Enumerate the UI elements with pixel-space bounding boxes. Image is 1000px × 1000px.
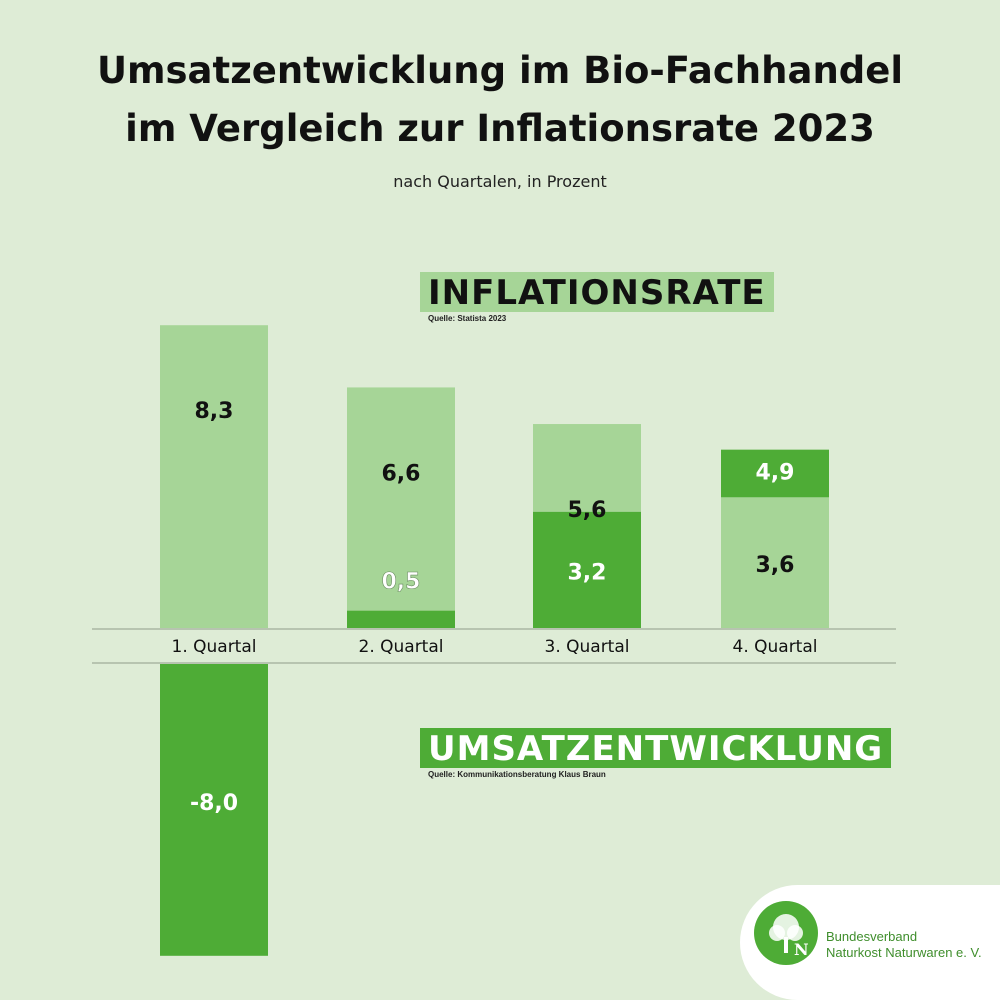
umsatz-bar-3 (533, 511, 641, 629)
category-label-4: 4. Quartal (733, 637, 818, 657)
inflation-value-label-4: 3,6 (756, 553, 795, 578)
category-label-1: 1. Quartal (172, 637, 257, 657)
chart-title-line1: Umsatzentwicklung im Bio-Fachhandel (96, 49, 904, 92)
umsatz-value-label-4: 4,9 (756, 461, 795, 486)
inflation-legend-label: INFLATIONSRATE (420, 272, 774, 313)
logo-line2: Naturkost Naturwaren e. V. (826, 945, 982, 960)
umsatz-legend-label: UMSATZENTWICKLUNG (420, 728, 892, 769)
category-label-2: 2. Quartal (359, 637, 444, 657)
inflation-value-label-1: 8,3 (195, 399, 234, 424)
umsatz-value-label-2: 0,5 (382, 570, 421, 595)
inflation-source: Quelle: Statista 2023 (428, 314, 507, 323)
category-label-3: 3. Quartal (545, 637, 630, 657)
inflation-bar-1 (160, 325, 268, 629)
tree-icon: N (754, 901, 818, 965)
umsatz-value-label-3: 3,2 (568, 560, 607, 585)
chart-subtitle: nach Quartalen, in Prozent (393, 172, 607, 191)
logo-line1: Bundesverband (826, 929, 918, 944)
logo-panel: N Bundesverband Naturkost Naturwaren e. … (740, 885, 1000, 1000)
inflation-bar-2 (347, 387, 455, 629)
svg-text:N: N (794, 940, 809, 959)
chart-title-line2: im Vergleich zur Inflationsrate 2023 (125, 107, 875, 150)
inflation-bar-4 (721, 497, 829, 629)
umsatz-bar-2 (347, 610, 455, 629)
umsatz-bar-1 (160, 663, 268, 956)
inflation-value-label-3: 5,6 (568, 498, 607, 523)
umsatz-value-label-1: -8,0 (190, 791, 238, 816)
logo-text: Bundesverband Naturkost Naturwaren e. V. (826, 929, 982, 961)
umsatz-source: Quelle: Kommunikationsberatung Klaus Bra… (428, 770, 606, 779)
inflation-value-label-2: 6,6 (382, 461, 421, 486)
